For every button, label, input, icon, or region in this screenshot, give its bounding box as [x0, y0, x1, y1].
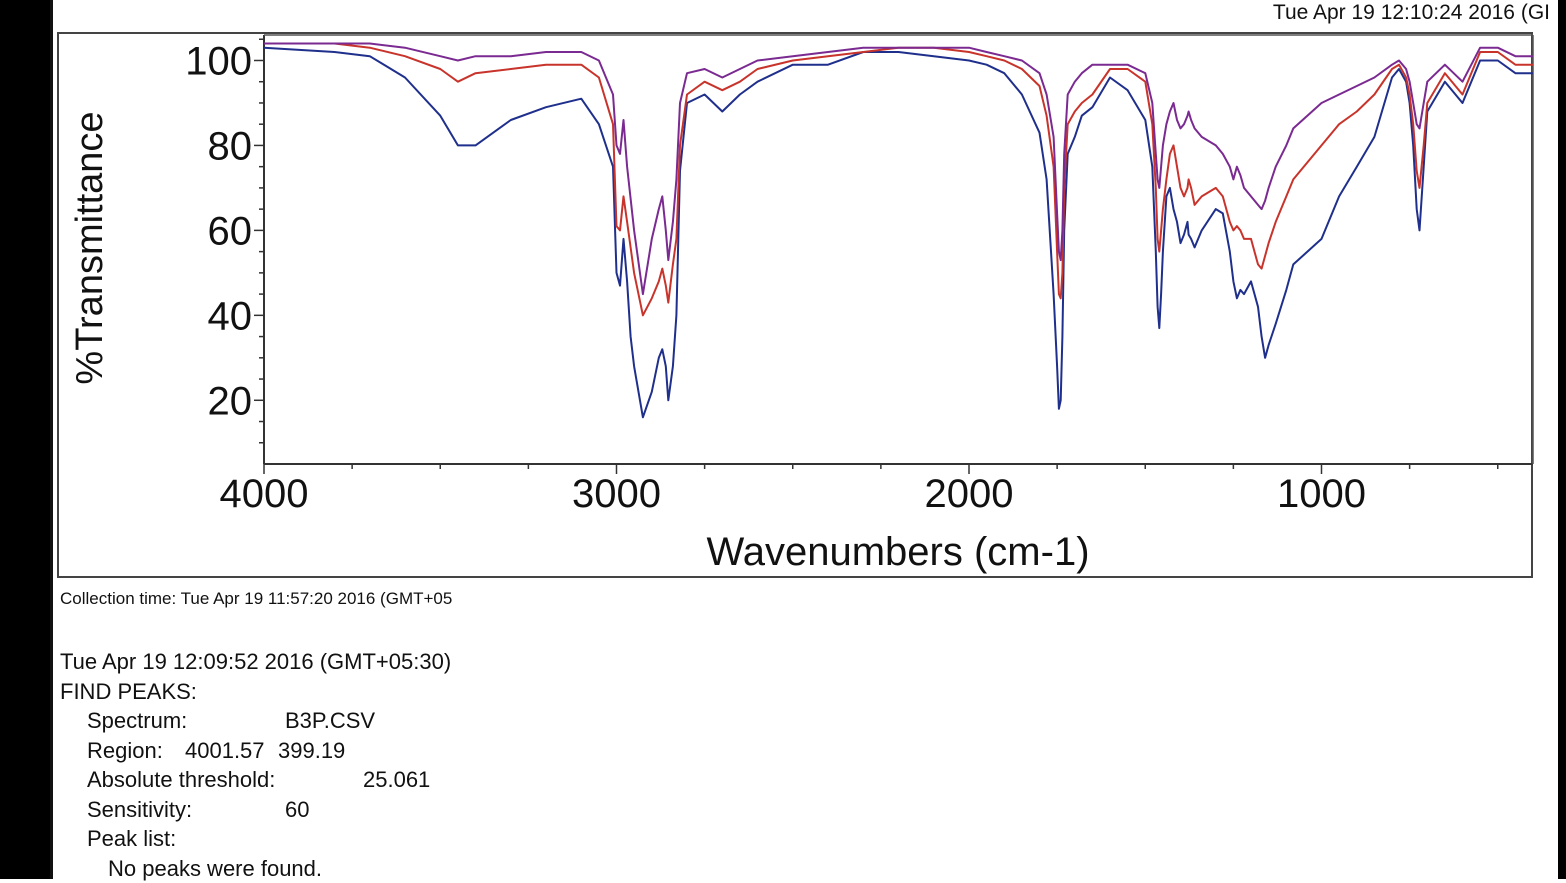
- find-peaks-label: FIND PEAKS:: [60, 677, 451, 707]
- x-tick-label: 2000: [925, 472, 1014, 516]
- y-axis-label: %Transmittance: [69, 111, 111, 384]
- y-tick-label: 20: [208, 379, 253, 423]
- y-tick-label: 80: [208, 124, 253, 168]
- find-peaks-report: Tue Apr 19 12:09:52 2016 (GMT+05:30) FIN…: [60, 647, 451, 883]
- series-line-1: [264, 48, 1533, 418]
- series-line-3: [264, 44, 1533, 295]
- sensitivity-value: 60: [285, 795, 309, 825]
- collection-time: Collection time: Tue Apr 19 11:57:20 201…: [60, 589, 452, 609]
- threshold-value: 25.061: [363, 765, 430, 795]
- spectrum-label: Spectrum:: [87, 706, 285, 736]
- region-label: Region:: [87, 736, 185, 766]
- region-to: 399.19: [278, 736, 345, 766]
- spectrum-row: Spectrum: B3P.CSV: [60, 706, 451, 736]
- x-tick-label: 4000: [220, 472, 309, 516]
- y-tick-label: 60: [208, 209, 253, 253]
- sensitivity-row: Sensitivity: 60: [60, 795, 451, 825]
- plot-area: 100 80 60 40 20 4000 3000 2000 1000: [185, 35, 1533, 516]
- series-line-2: [264, 44, 1533, 316]
- threshold-row: Absolute threshold: 25.061: [60, 765, 451, 795]
- threshold-label: Absolute threshold:: [87, 765, 363, 795]
- y-tick-label: 100: [185, 39, 252, 83]
- region-from: 4001.57: [185, 736, 278, 766]
- report-time: Tue Apr 19 12:09:52 2016 (GMT+05:30): [60, 647, 451, 677]
- y-tick-label: 40: [208, 294, 253, 338]
- spectrum-value: B3P.CSV: [285, 706, 375, 736]
- sensitivity-label: Sensitivity:: [87, 795, 285, 825]
- x-tick-label: 3000: [572, 472, 661, 516]
- x-axis-label: Wavenumbers (cm-1): [706, 530, 1089, 574]
- region-row: Region: 4001.57 399.19: [60, 736, 451, 766]
- ir-spectrum-chart: 100 80 60 40 20 4000 3000 2000 1000 %Transmittan…: [0, 0, 1566, 600]
- x-tick-label: 1000: [1277, 472, 1366, 516]
- peaklist-label: Peak list:: [60, 824, 451, 854]
